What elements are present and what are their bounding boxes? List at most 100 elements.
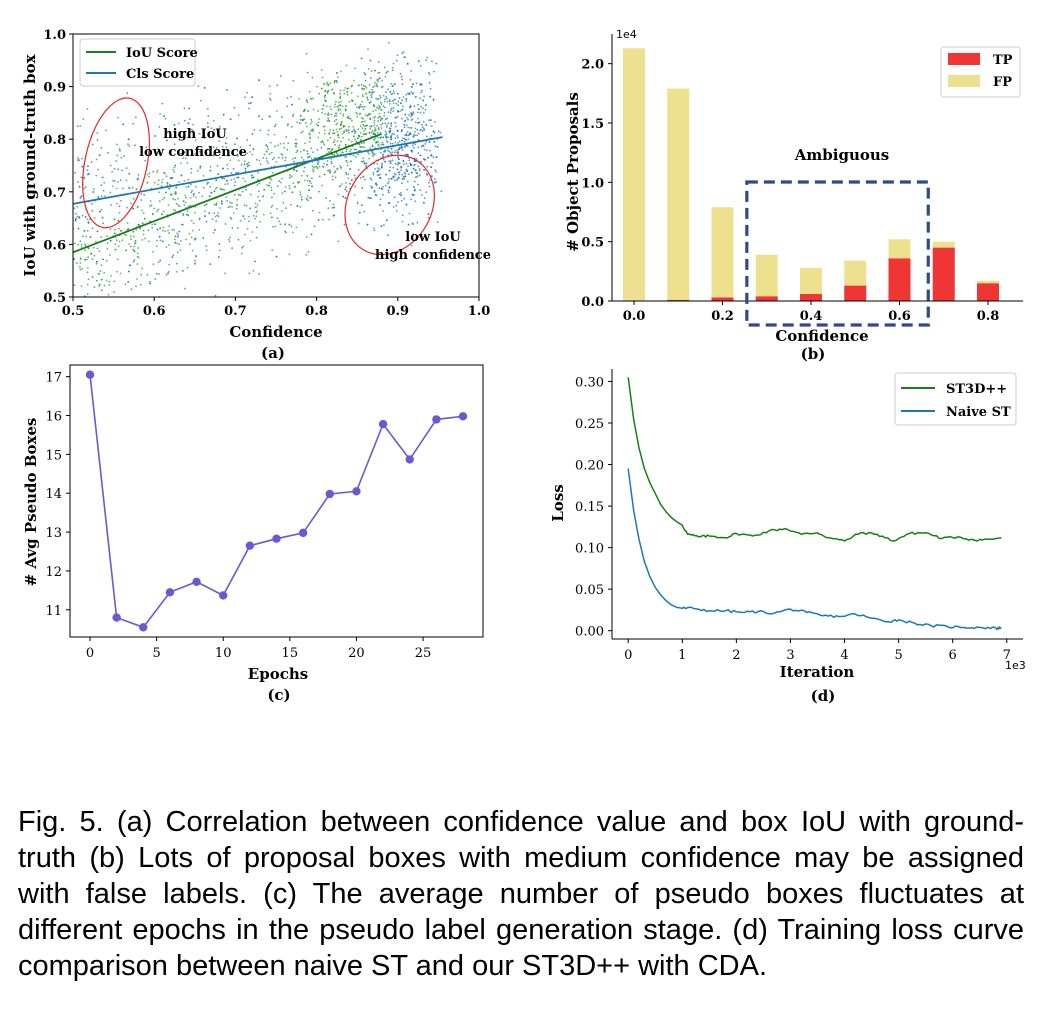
scatter-point	[294, 142, 297, 145]
scatter-point	[115, 187, 118, 190]
scatter-point	[325, 105, 328, 108]
scatter-point	[167, 204, 170, 206]
scatter-point	[423, 148, 426, 151]
scatter-point	[77, 181, 79, 184]
scatter-point	[249, 239, 252, 242]
scatter-point	[373, 119, 376, 122]
scatter-point	[237, 176, 240, 179]
scatter-point	[368, 101, 371, 104]
scatter-point	[79, 240, 82, 243]
scatter-point	[406, 170, 409, 172]
scatter-point	[270, 186, 273, 189]
scatter-point	[403, 56, 406, 59]
scatter-point	[333, 114, 336, 117]
scatter-point	[134, 116, 137, 119]
scatter-point	[180, 223, 183, 226]
scatter-point	[207, 181, 209, 184]
scatter-point	[117, 168, 119, 171]
scatter-point	[290, 203, 292, 206]
scatter-point	[381, 141, 384, 144]
scatter-point	[252, 214, 255, 217]
y-tick-label: 17	[45, 371, 62, 386]
scatter-point	[105, 279, 108, 282]
scatter-point	[141, 209, 144, 212]
scatter-point	[175, 202, 178, 205]
scatter-point	[354, 67, 356, 70]
scatter-point	[79, 257, 82, 259]
scatter-point	[205, 203, 208, 206]
scatter-point	[333, 206, 335, 209]
scatter-point	[295, 226, 298, 229]
scatter-point	[352, 135, 355, 138]
scatter-point	[295, 170, 298, 172]
scatter-point	[387, 234, 390, 237]
scatter-point	[252, 269, 255, 272]
scatter-point	[133, 245, 136, 248]
scatter-point	[96, 247, 99, 250]
scatter-point	[364, 133, 367, 136]
scatter-point	[435, 180, 438, 183]
scatter-point	[425, 104, 427, 106]
scatter-point	[412, 223, 414, 226]
scatter-point	[376, 85, 379, 88]
scatter-point	[79, 125, 82, 127]
scatter-point	[77, 227, 80, 230]
scatter-point	[400, 75, 403, 78]
scatter-point	[144, 159, 147, 162]
scatter-point	[398, 97, 401, 100]
scatter-point	[237, 114, 240, 117]
scatter-point	[215, 220, 218, 223]
scatter-point	[239, 194, 242, 197]
scatter-point	[346, 117, 349, 119]
scatter-point	[374, 69, 376, 72]
scatter-point	[81, 235, 84, 238]
scatter-point	[365, 92, 368, 95]
y-tick-label: 0.0	[581, 295, 604, 310]
scatter-point	[312, 108, 315, 111]
scatter-point	[369, 118, 372, 121]
scatter-point	[241, 190, 244, 193]
scatter-point	[303, 166, 306, 169]
scatter-point	[392, 62, 395, 65]
scatter-point	[240, 163, 243, 166]
scatter-point	[422, 99, 424, 102]
scatter-point	[373, 85, 376, 87]
scatter-point	[251, 174, 253, 177]
scatter-point	[417, 122, 420, 124]
scatter-point	[109, 239, 112, 242]
scatter-point	[324, 90, 327, 92]
scatter-point	[284, 190, 286, 193]
scatter-point	[399, 110, 402, 112]
scatter-point	[380, 187, 383, 190]
scatter-point	[369, 177, 372, 180]
scatter-point	[258, 159, 261, 162]
scatter-point	[119, 272, 122, 275]
scatter-point	[195, 186, 198, 188]
scatter-point	[157, 179, 160, 182]
axes-frame	[72, 33, 480, 298]
scatter-point	[242, 245, 245, 248]
scatter-point	[97, 273, 100, 275]
scatter-point	[296, 205, 299, 207]
scatter-point	[249, 207, 252, 210]
scatter-point	[385, 132, 388, 135]
scatter-point	[125, 234, 127, 237]
scatter-point	[407, 173, 410, 176]
scatter-point	[278, 220, 280, 223]
scatter-point	[127, 270, 130, 273]
scatter-point	[347, 177, 350, 180]
legend-label: Naive ST	[946, 405, 1011, 420]
scatter-point	[288, 223, 291, 226]
scatter-point	[215, 204, 218, 206]
y-tick-label: 0.8	[43, 133, 66, 148]
scatter-point	[359, 177, 362, 179]
scatter-point	[130, 235, 132, 238]
scatter-point	[211, 218, 214, 221]
data-point	[139, 623, 148, 632]
scatter-point	[420, 128, 423, 131]
scatter-point	[428, 73, 431, 76]
scatter-point	[348, 100, 351, 103]
scatter-point	[377, 117, 379, 119]
scatter-point	[120, 200, 122, 202]
scatter-point	[424, 143, 427, 145]
